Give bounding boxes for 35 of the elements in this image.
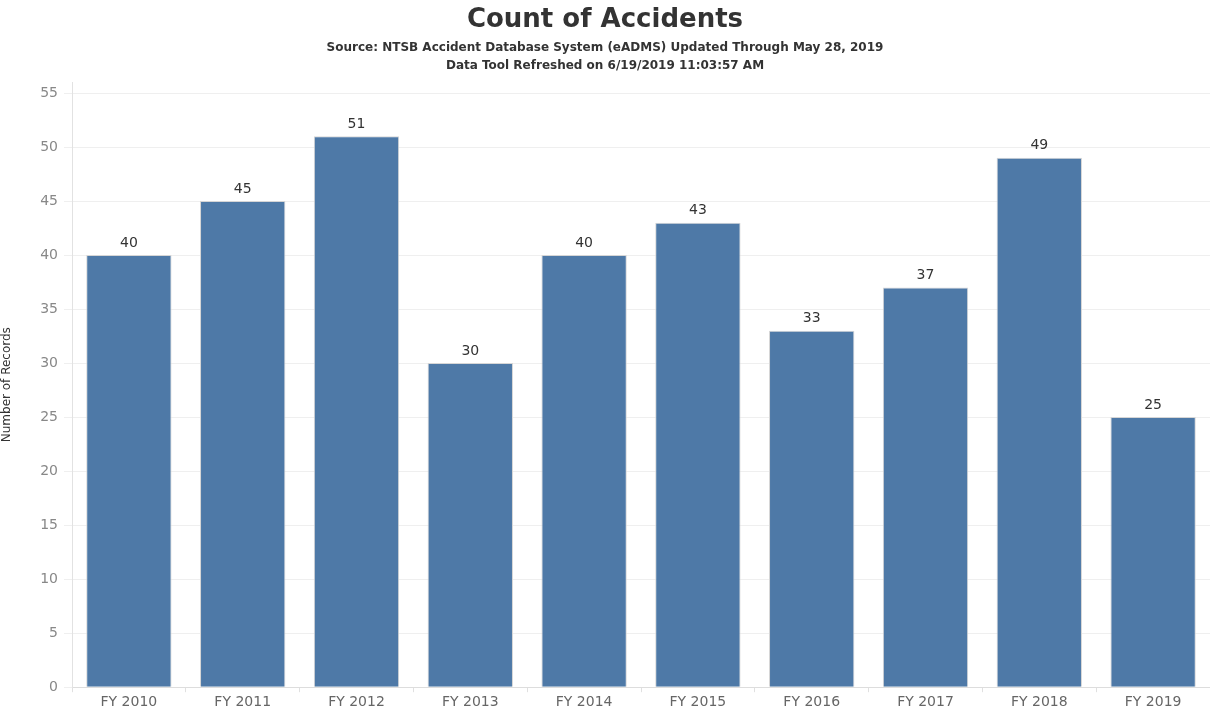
data-label: 43 xyxy=(688,201,707,218)
data-label: 37 xyxy=(916,266,935,283)
y-tick-label: 5 xyxy=(49,623,58,640)
x-tick-label: FY 2018 xyxy=(1010,693,1068,710)
data-label: 40 xyxy=(575,233,594,250)
y-tick-label: 30 xyxy=(40,353,58,370)
chart-title: Count of Accidents xyxy=(466,3,744,34)
y-tick-label: 15 xyxy=(40,515,58,532)
data-label: 30 xyxy=(461,341,480,358)
y-tick-label: 0 xyxy=(49,677,58,694)
y-axis-title: Number of Records xyxy=(0,327,14,443)
data-label: 51 xyxy=(347,114,366,131)
x-tick-label: FY 2011 xyxy=(214,693,272,710)
x-tick-label: FY 2019 xyxy=(1124,693,1182,710)
y-tick-label: 35 xyxy=(40,299,58,316)
data-label: 40 xyxy=(119,233,138,250)
y-tick-label: 10 xyxy=(40,569,58,586)
y-tick-label: 25 xyxy=(40,407,58,424)
data-label: 49 xyxy=(1030,136,1049,153)
x-tick-label: FY 2016 xyxy=(783,693,841,710)
chart-subtitle: Source: NTSB Accident Database System (eADMS) Updated Through May 28, 2019 Data Tool Refreshed on 6/19/2019 11:03:57 AM xyxy=(326,40,884,73)
x-tick-label: FY 2015 xyxy=(669,693,727,710)
data-label: 25 xyxy=(1144,395,1163,412)
x-tick-label: FY 2010 xyxy=(100,693,158,710)
y-tick-label: 40 xyxy=(40,245,58,262)
y-tick-label: 45 xyxy=(40,191,58,208)
x-tick-label: FY 2012 xyxy=(328,693,385,710)
y-tick-label: 50 xyxy=(40,137,58,154)
y-tick-label: 20 xyxy=(40,461,58,478)
data-label: 33 xyxy=(802,309,821,326)
x-tick-label: FY 2013 xyxy=(441,693,499,710)
x-tick-label: FY 2017 xyxy=(897,693,954,710)
x-tick-label: FY 2014 xyxy=(555,693,613,710)
data-label: 45 xyxy=(233,179,252,196)
y-tick-label: 55 xyxy=(40,83,58,100)
